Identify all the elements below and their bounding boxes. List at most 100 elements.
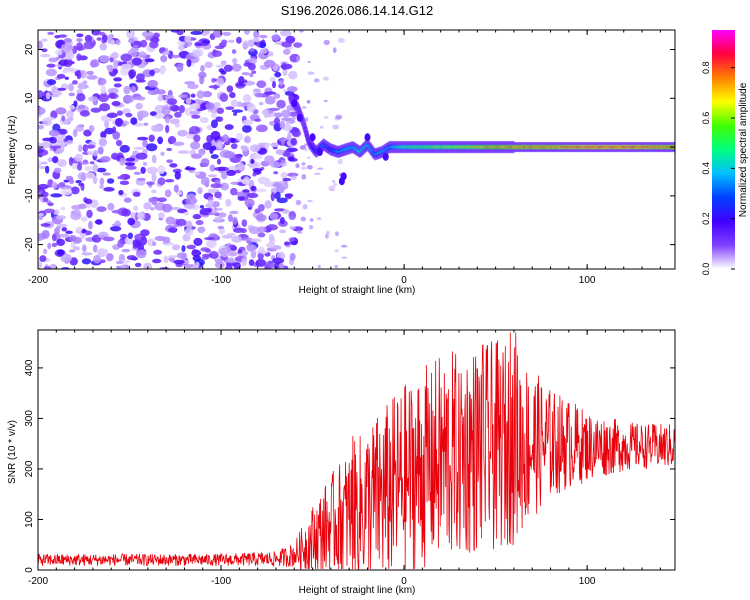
heatmap-cell <box>269 212 279 221</box>
heatmap-cell <box>230 99 239 108</box>
heatmap-cell <box>246 192 259 199</box>
heatmap-cell <box>288 71 298 80</box>
heatmap-cell <box>132 44 139 48</box>
heatmap-cell <box>364 133 371 142</box>
heatmap-cell <box>133 205 139 211</box>
heatmap-cell <box>197 226 206 234</box>
heatmap-cell <box>151 154 157 164</box>
heatmap-cell <box>114 220 121 226</box>
heatmap-cell <box>197 187 203 195</box>
heatmap-cell <box>291 116 296 121</box>
heatmap-cell <box>250 249 257 259</box>
heatmap-cell <box>185 97 192 105</box>
heatmap-cell <box>237 162 245 171</box>
heatmap-cell <box>68 156 74 166</box>
heatmap-cell <box>148 134 155 143</box>
heatmap-cell <box>61 69 69 74</box>
heatmap-cell <box>198 30 211 36</box>
heatmap-y-label: Frequency (Hz) <box>7 116 18 185</box>
heatmap-cell <box>210 119 218 129</box>
heatmap-cell <box>146 181 155 186</box>
heatmap-cell <box>174 111 182 118</box>
colorbar-tick-label: 0.2 <box>701 212 711 225</box>
heatmap-cell <box>63 138 69 142</box>
heatmap-cell <box>106 112 118 118</box>
heatmap-cell <box>140 229 150 237</box>
heatmap-cell <box>255 214 267 222</box>
heatmap-cell <box>224 124 234 130</box>
heatmap-cell <box>178 94 188 98</box>
heatmap-cell <box>279 216 285 225</box>
heatmap-cell <box>157 165 166 175</box>
heatmap-cell <box>38 160 43 169</box>
heatmap-cell <box>115 260 124 265</box>
heatmap-cell <box>76 93 86 102</box>
heatmap-cell <box>337 37 345 44</box>
heatmap-cell <box>136 110 149 118</box>
heatmap-cell <box>341 256 348 259</box>
heatmap-cell <box>92 244 98 253</box>
heatmap-cell <box>38 90 44 98</box>
heatmap-cell <box>123 174 131 180</box>
heatmap-cell <box>306 164 313 170</box>
heatmap-cell <box>223 64 233 72</box>
heatmap-cell <box>229 244 236 249</box>
heatmap-cell <box>38 124 44 130</box>
heatmap-cell <box>242 119 254 126</box>
heatmap-cell <box>251 37 261 43</box>
heatmap-cell <box>96 167 107 173</box>
heatmap-cell <box>340 172 347 181</box>
heatmap-cell <box>66 110 74 119</box>
heatmap-cell <box>119 180 130 186</box>
heatmap-cell <box>125 165 137 170</box>
heatmap-cell <box>276 197 288 204</box>
heatmap-cell <box>271 34 281 41</box>
heatmap-cell <box>52 156 59 164</box>
heatmap-cell <box>71 204 82 210</box>
heatmap-cell <box>286 147 298 153</box>
heatmap-cell <box>249 47 255 52</box>
heatmap-cell <box>229 92 236 99</box>
heatmap-cell <box>76 42 83 52</box>
heatmap-cell <box>211 145 217 151</box>
heatmap-cell <box>332 124 339 130</box>
heatmap-cell <box>116 110 123 116</box>
heatmap-cell <box>256 226 267 233</box>
heatmap-cell <box>281 62 288 71</box>
heatmap-cell <box>133 146 145 150</box>
heatmap-cell <box>257 252 264 260</box>
heatmap-cell <box>84 34 92 43</box>
heatmap-cell <box>38 183 49 190</box>
heatmap-cell <box>209 164 216 172</box>
heatmap-cell <box>40 191 49 198</box>
heatmap-cell <box>76 71 82 80</box>
heatmap-cell <box>135 152 148 160</box>
y-tick-label: 0 <box>24 144 35 150</box>
heatmap-cell <box>38 233 43 242</box>
heatmap-cell <box>187 83 199 90</box>
heatmap-cell <box>274 191 281 200</box>
heatmap-cell <box>86 70 94 76</box>
heatmap-cell <box>281 209 290 214</box>
heatmap-cell <box>254 92 264 98</box>
heatmap-cell <box>268 233 275 242</box>
colorbar-tick-label: 0.4 <box>701 162 711 175</box>
heatmap-cell <box>52 146 57 152</box>
snr-panel: -200 -100 0 100 0 100 200 300 400 Height of str… <box>7 329 676 596</box>
heatmap-cell <box>186 58 192 68</box>
heatmap-cell <box>211 77 217 83</box>
heatmap-cell <box>190 30 203 36</box>
heatmap-cell <box>252 173 257 177</box>
heatmap-cell <box>334 231 339 237</box>
heatmap-cell <box>77 144 83 152</box>
heatmap-cell <box>123 197 132 203</box>
heatmap-cell <box>68 234 77 242</box>
heatmap-cell <box>226 85 234 93</box>
heatmap-cell <box>323 39 330 46</box>
heatmap-cell <box>47 31 55 36</box>
heatmap-cell <box>191 114 201 119</box>
heatmap-cell <box>263 59 276 68</box>
heatmap-cell <box>214 179 221 185</box>
heatmap-cell <box>98 31 106 36</box>
heatmap-cell <box>119 144 130 153</box>
